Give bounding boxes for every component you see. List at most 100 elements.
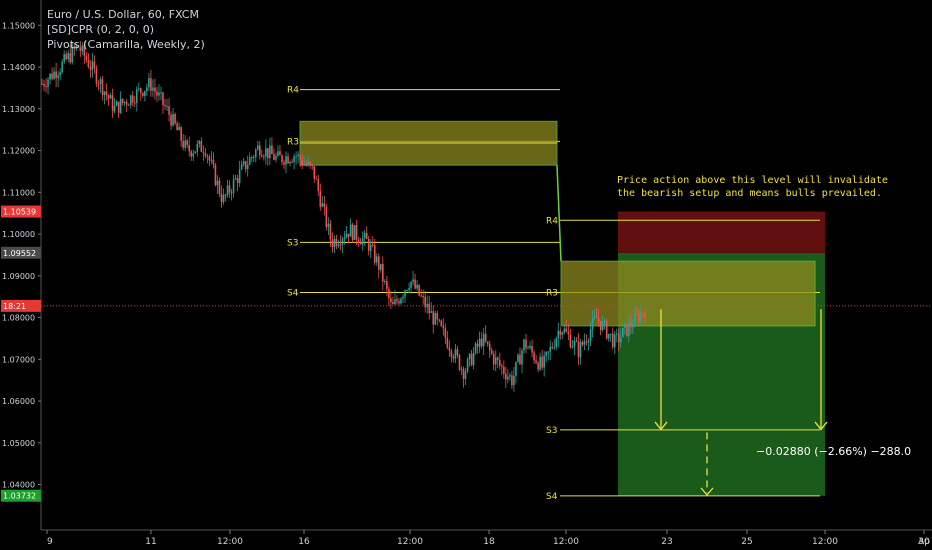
time-tick-label: 12:00 bbox=[397, 537, 423, 547]
down-arrow-1-head bbox=[654, 421, 668, 431]
price-tick-label: 1.08000 bbox=[2, 314, 35, 323]
stop-zone[interactable] bbox=[618, 211, 825, 253]
candle-body bbox=[343, 237, 346, 239]
candle-body bbox=[603, 320, 606, 322]
candle-body bbox=[515, 361, 517, 376]
candle-body bbox=[131, 95, 134, 103]
candle-body bbox=[377, 256, 380, 270]
candle-body bbox=[325, 206, 328, 227]
candle-body bbox=[597, 317, 600, 321]
price-tick-label: 1.15000 bbox=[2, 21, 35, 30]
candle-body bbox=[434, 312, 437, 325]
candle-body bbox=[297, 154, 299, 157]
candle-body bbox=[501, 365, 503, 367]
candle-body bbox=[150, 78, 152, 91]
candle-body bbox=[470, 353, 473, 366]
candle-body bbox=[119, 98, 122, 113]
candle-body bbox=[337, 244, 340, 246]
indicator-pivots[interactable]: Pivots (Camarilla, Weekly, 2) bbox=[47, 38, 205, 51]
candle-body bbox=[146, 87, 148, 91]
candle-body bbox=[144, 90, 146, 97]
candle-body bbox=[613, 334, 616, 348]
candle-body bbox=[456, 349, 459, 356]
price-badge[interactable] bbox=[1, 205, 41, 218]
candle-body bbox=[557, 330, 560, 339]
candle-body bbox=[638, 314, 640, 322]
cpr-zone-2[interactable] bbox=[560, 260, 816, 327]
candle-body bbox=[371, 244, 374, 246]
candle-body bbox=[47, 79, 49, 88]
pivot-label-s3: S3 bbox=[546, 426, 557, 436]
price-axis[interactable] bbox=[0, 0, 41, 530]
candle-body bbox=[398, 301, 400, 304]
candle-body bbox=[628, 322, 630, 336]
candle-body bbox=[400, 298, 402, 304]
candle-body bbox=[168, 106, 170, 115]
candle-body bbox=[458, 355, 461, 370]
candle-body bbox=[404, 290, 406, 297]
pivot-label-r4: R4 bbox=[546, 216, 558, 226]
candle-body bbox=[331, 239, 334, 248]
candle-body bbox=[85, 56, 88, 61]
time-tick-label: 12:00 bbox=[553, 537, 579, 547]
candle-body bbox=[636, 313, 638, 315]
candle-body bbox=[591, 318, 594, 330]
candle-body bbox=[486, 341, 489, 344]
candle-body bbox=[317, 179, 320, 191]
candle-body bbox=[359, 242, 362, 245]
candle-body bbox=[573, 341, 576, 347]
candle-body bbox=[402, 296, 404, 299]
candle-body bbox=[55, 71, 57, 79]
candle-body bbox=[585, 341, 588, 343]
candle-body bbox=[220, 194, 223, 203]
candle-body bbox=[103, 91, 106, 96]
candle-body bbox=[261, 155, 263, 157]
candle-body bbox=[240, 164, 243, 170]
candle-body bbox=[279, 151, 281, 156]
candle-body bbox=[204, 152, 207, 156]
candle-body bbox=[305, 163, 307, 165]
candle-body bbox=[67, 53, 70, 60]
candle-body bbox=[333, 238, 336, 248]
time-tick-label: 30 bbox=[918, 537, 930, 547]
candle-body bbox=[307, 162, 310, 165]
price-badge-label: 18:21 bbox=[3, 302, 26, 311]
candle-body bbox=[418, 284, 420, 296]
candle-body bbox=[115, 101, 118, 106]
candle-body bbox=[353, 225, 356, 241]
candle-body bbox=[172, 114, 174, 126]
candle-body bbox=[99, 79, 102, 85]
candle-body bbox=[125, 101, 128, 105]
candle-body bbox=[480, 338, 483, 347]
candle-body bbox=[194, 151, 197, 154]
price-badge[interactable] bbox=[1, 299, 41, 312]
candle-body bbox=[529, 345, 531, 348]
candle-body bbox=[484, 333, 487, 342]
price-badge[interactable] bbox=[1, 246, 41, 259]
indicator-cpr[interactable]: [SD]CPR (0, 2, 0, 0) bbox=[47, 23, 155, 36]
price-badge[interactable] bbox=[1, 489, 41, 502]
candle-body bbox=[176, 123, 178, 131]
candle-body bbox=[289, 161, 291, 164]
candle-body bbox=[156, 91, 158, 96]
candle-body bbox=[63, 54, 65, 62]
candle-body bbox=[81, 45, 84, 52]
candle-body bbox=[95, 68, 98, 84]
candle-body bbox=[369, 244, 372, 251]
candle-body bbox=[166, 106, 168, 108]
candle-body bbox=[77, 45, 80, 48]
candle-body bbox=[265, 148, 267, 157]
candle-body bbox=[303, 163, 305, 166]
candle-body bbox=[575, 341, 578, 343]
candle-body bbox=[238, 169, 241, 183]
candle-body bbox=[565, 328, 568, 332]
candle-body bbox=[444, 328, 447, 338]
time-tick-label: 12:00 bbox=[217, 537, 243, 547]
candle-body bbox=[482, 333, 485, 347]
candle-body bbox=[138, 88, 140, 90]
time-tick-label: 16 bbox=[298, 537, 310, 547]
candle-body bbox=[127, 104, 130, 106]
candle-body bbox=[192, 153, 195, 157]
